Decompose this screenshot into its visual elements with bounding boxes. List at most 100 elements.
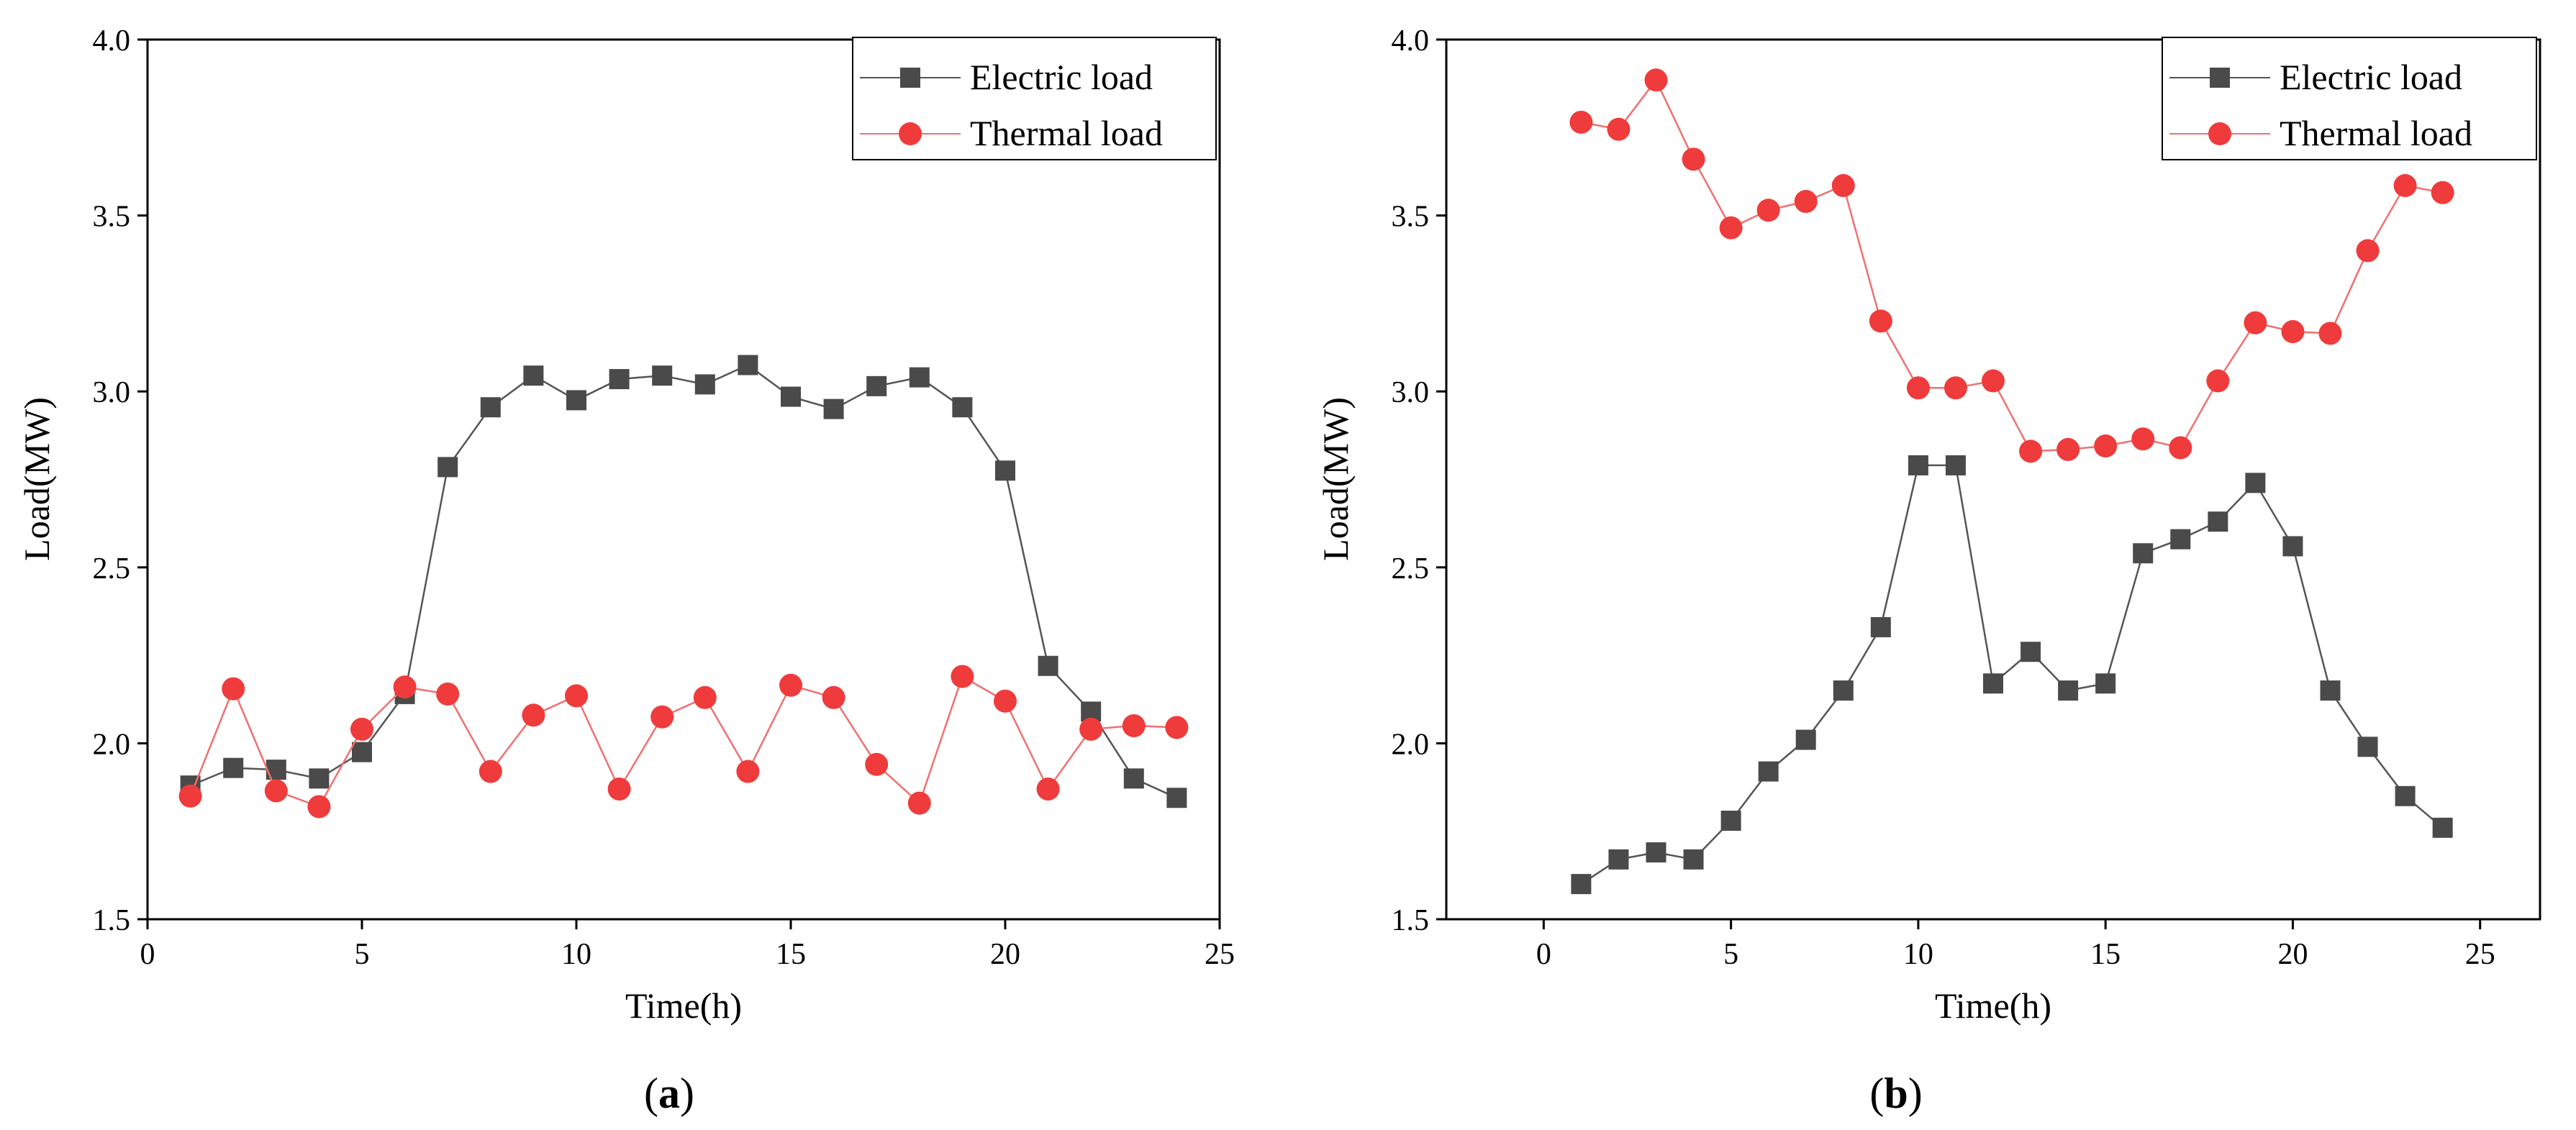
panel-b-electric-load-point [2133, 543, 2154, 564]
panel-a-thermal-load-point [436, 682, 460, 706]
panel-a-electric-load-point [1166, 788, 1187, 808]
panel-b-thermal-load-point [1906, 376, 1930, 400]
panel-a-x-tick-label: 5 [355, 938, 370, 971]
panel-a-thermal-load-point [1036, 777, 1060, 801]
panel-b-series-electric-load [1571, 455, 2453, 895]
panel-b-thermal-load-point [2019, 439, 2043, 463]
panel-a-thermal-load-point [994, 689, 1017, 713]
panel-b-legend-marker-electric [2210, 68, 2230, 88]
panel-b-thermal-load-point [2169, 436, 2192, 460]
panel-a-thermal-load-point [865, 752, 889, 776]
panel-a-electric-load-point [480, 397, 501, 418]
panel-a-thermal-load-point [1165, 716, 1189, 739]
panel-a-thermal-load-point [736, 760, 760, 783]
panel-a-thermal-load-point [264, 779, 288, 803]
panel-b-electric-load-point [1720, 811, 1741, 831]
panel-a-y-tick-label: 4.0 [93, 24, 131, 58]
panel-a-thermal-load-point [393, 675, 417, 699]
panel-b-electric-load-point [1683, 849, 1704, 870]
panel-a-thermal-load-point [607, 777, 631, 801]
panel-a-thermal-load-point [693, 685, 717, 709]
panel-b-legend-label-thermal: Thermal load [2280, 113, 2472, 153]
panel-a-electric-load-point [352, 742, 372, 762]
panel-a-electric-load-point [781, 386, 801, 407]
panel-a-legend-label-electric: Electric load [970, 57, 1153, 97]
panel-a-electric-load-point [609, 369, 630, 390]
panel-b-thermal-load-point [1569, 110, 1593, 134]
panel-a-electric-load-point [1123, 768, 1144, 789]
panel-a-electric-load-line [190, 364, 1177, 799]
panel-b-electric-load-point [1795, 729, 1816, 750]
panel-b-thermal-load-point [1869, 309, 1892, 333]
panel-b-electric-load-point [2357, 737, 2378, 757]
panel-a-y-tick-label: 3.0 [93, 376, 131, 409]
panel-a-legend-label-thermal: Thermal load [970, 113, 1163, 153]
panel-b-thermal-load-point [1982, 369, 2005, 393]
panel-b-electric-load-point [1608, 849, 1629, 870]
panel-b-thermal-load-point [2393, 174, 2417, 198]
panel-a-thermal-load-point [779, 673, 802, 697]
panel-a-x-tick-label: 0 [140, 938, 155, 971]
panel-a-x-tick-label: 10 [561, 938, 591, 971]
panel-b-thermal-load-point [1607, 117, 1631, 141]
panel-b-legend-label-electric: Electric load [2280, 57, 2462, 97]
panel-a-legend: Electric load Thermal load [852, 37, 1217, 160]
panel-a-electric-load-point [223, 757, 244, 778]
panel-b-electric-load-point [1945, 455, 1966, 475]
panel-a-electric-load-point [1038, 655, 1058, 676]
panel-a-electric-load-point [437, 457, 458, 478]
panel-a-electric-load-point [738, 355, 758, 375]
panel-b-thermal-load-point [1644, 68, 1668, 92]
panel-a-electric-load-point [309, 768, 330, 789]
panel-a-x-tick-label: 25 [1205, 938, 1235, 971]
panel-b-thermal-load-point [2056, 437, 2080, 461]
panel-a-thermal-load-point [479, 760, 502, 783]
panel-a-electric-load-point [866, 375, 887, 396]
panel-b-legend-marker-thermal [2208, 122, 2231, 145]
panel-b-axes: 0 5 10 15 20 25 1.5 2.0 2.5 3.0 3.5 4.0 [1392, 24, 2495, 971]
panel-b-thermal-load-point [1756, 199, 1780, 222]
panel-b-thermal-load-point [2431, 181, 2454, 204]
panel-a-y-axis-title: Load(MW) [17, 397, 57, 561]
panel-a-electric-load-point [266, 760, 286, 780]
panel-a-axes: 0 5 10 15 20 25 1.5 2.0 2.5 3.0 3.5 4.0 [93, 24, 1235, 971]
panel-a-electric-load-point [694, 374, 715, 395]
panel-b-y-axis-title: Load(MW) [1315, 397, 1356, 561]
panel-a-thermal-load-point [907, 791, 931, 815]
panel-b-x-tick-label: 5 [1723, 938, 1738, 971]
panel-b-caption-letter: b [1884, 1070, 1908, 1117]
panel-b-x-tick-label: 25 [2465, 938, 2495, 971]
panel-a-legend-marker-electric [900, 68, 920, 88]
panel-b-electric-load-point [2320, 680, 2341, 701]
panel-a-series-electric-load [180, 355, 1187, 808]
panel-b-y-tick-label: 4.0 [1392, 24, 1430, 58]
panel-a-electric-load-point [995, 460, 1015, 481]
panel-a-thermal-load-point [951, 665, 974, 688]
panel-b-electric-load-point [1983, 673, 2003, 694]
panel-b-plot-frame [1445, 38, 2541, 921]
panel-a-thermal-load-point [1122, 714, 1146, 737]
panel-a-electric-load-point [823, 398, 844, 419]
panel-b-electric-load-point [2432, 817, 2453, 838]
panel-a-electric-load-point [523, 365, 544, 386]
panel-b-thermal-load-point [2244, 311, 2267, 334]
panel-a-x-axis-title: Time(h) [625, 985, 742, 1026]
panel-b-thermal-load-point [2318, 322, 2342, 345]
panel-a-thermal-load-point [1079, 717, 1103, 741]
panel-b-x-tick-label: 15 [2090, 938, 2121, 971]
panel-a-electric-load-point [652, 365, 673, 386]
panel-a-caption-letter: a [658, 1070, 680, 1117]
panel-b-electric-load-point [2095, 673, 2116, 694]
panel-a-electric-load-point [952, 397, 973, 418]
panel-b-electric-load-line [1580, 464, 2444, 885]
panel-b-thermal-load-point [1944, 376, 1967, 400]
panel-b-y-tick-label: 3.5 [1392, 201, 1430, 234]
panel-b-electric-load-point [2245, 473, 2266, 493]
panel-a-thermal-load-point [222, 677, 245, 701]
panel-a-thermal-load-point [650, 705, 674, 729]
panel-b-thermal-load-point [1831, 174, 1855, 198]
panel-b-series-thermal-load [1569, 68, 2454, 463]
panel-a-chart: Time(h) Load(MW) (a) 0 5 10 15 20 25 1.5 2.0 2.5… [17, 24, 1235, 1117]
panel-b-thermal-load-point [1719, 216, 1743, 240]
